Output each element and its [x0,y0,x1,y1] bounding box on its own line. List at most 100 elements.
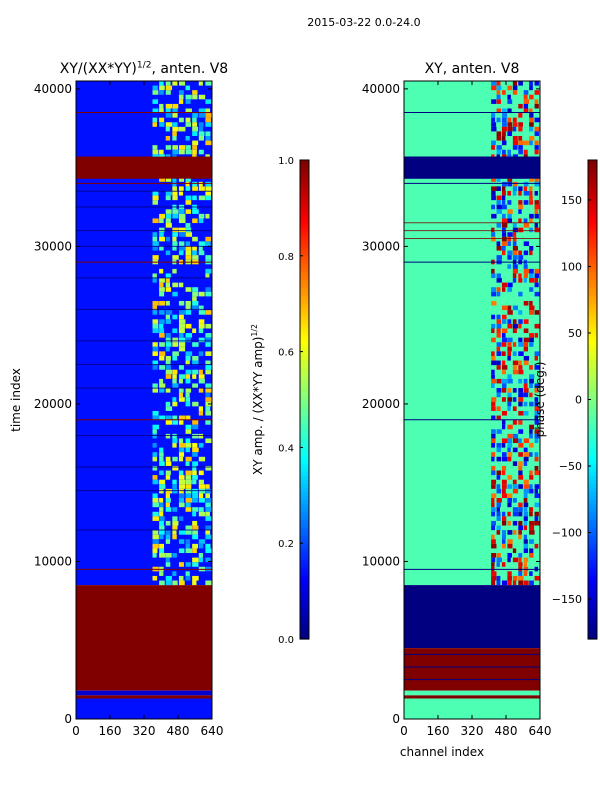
heatmap-cell [496,415,501,421]
heatmap-cell [172,488,178,494]
heatmap-cell [178,470,184,476]
heatmap-cell [165,346,170,352]
heatmap-cell [491,539,496,544]
heatmap-cell [198,433,204,439]
x-tick-label: 0 [72,724,80,738]
y-tick-label: 0 [392,712,400,726]
heatmap-cell [512,447,518,453]
heatmap-cell [172,81,178,86]
heatmap-cell [192,328,197,334]
heatmap-cell [507,241,511,246]
heatmap-cell [491,236,496,242]
heatmap-cell [198,443,204,448]
heatmap-cell [512,186,518,191]
heatmap-cell [185,209,192,214]
heatmap-cell [198,81,203,86]
heatmap-cell [205,410,212,416]
heatmap-cell [512,90,518,95]
heatmap-cell [205,406,211,411]
colorbar-step [588,175,597,181]
heatmap-cell [518,429,524,434]
heatmap-cell [491,328,495,334]
heatmap-cell [491,378,497,384]
heatmap-cell [518,145,523,150]
heatmap-cell [185,479,192,485]
heatmap-cell [192,420,199,425]
colorbar-step [588,547,597,552]
heatmap-cell [198,557,203,563]
heatmap-cell [518,562,523,567]
heatmap-cell [152,117,158,123]
heatmap-cell [159,571,164,576]
heatmap-cell [165,314,171,320]
heatmap-cell [518,227,524,233]
heatmap-cell [205,397,212,402]
heatmap-cell [491,401,496,407]
heatmap-cell [529,401,534,407]
heatmap-cell [192,245,197,251]
heatmap-cell [172,131,177,136]
colorbar-step [588,267,597,273]
colorbar-step [300,219,309,225]
heatmap-cell [534,177,539,182]
heatmap-cell [152,232,158,237]
heatmap-cell [501,488,506,494]
heatmap-cell [518,323,522,329]
heatmap-cell [178,397,185,402]
heatmap-cell [152,433,157,439]
heatmap-cell [198,328,204,334]
colorbar-step [300,415,309,421]
heatmap-cell [159,351,166,356]
heatmap-cell [198,410,204,416]
heatmap-cell [192,236,198,242]
colorbar-step [588,191,597,197]
heatmap-cell [205,534,212,540]
heatmap-cell [165,337,171,343]
heatmap-cell [512,397,517,402]
heatmap-cell [172,516,178,521]
colorbar-step [300,203,309,209]
heatmap-cell [152,328,159,334]
heatmap-cell [491,186,497,191]
colorbar-step [300,527,309,532]
heatmap-cell [523,498,528,503]
heatmap-cell [205,511,210,517]
heatmap-cell [192,342,199,347]
heatmap-cell [172,525,178,531]
heatmap-cell [165,145,172,150]
colorbar-step [588,635,597,640]
heatmap-cell [512,236,517,242]
heatmap-cell [496,241,501,246]
heatmap-cell [496,291,501,297]
heatmap-cell [534,200,539,205]
colorbar-tick-label: −50 [559,460,582,473]
heatmap-cell [165,493,170,499]
colorbar-tick-label: 0.0 [278,635,294,646]
heatmap-cell [159,108,164,114]
heatmap-cell [205,548,212,554]
heatmap-cell [205,342,211,347]
heatmap-cell [205,108,211,114]
heatmap-cell [523,140,529,146]
heatmap-cell [185,337,191,343]
heatmap-cell [507,282,513,288]
heatmap-cell [192,117,197,123]
colorbar-step [300,583,309,588]
heatmap-cell [152,351,158,356]
heatmap-cell [501,90,506,95]
heatmap-cell [512,520,518,526]
colorbar-step [588,619,597,624]
heatmap-cell [172,369,178,375]
heatmap-cell [205,323,212,329]
heatmap-cell [192,470,197,476]
heatmap-cell [496,319,502,324]
heatmap-cell [512,488,519,494]
heatmap-cell [496,475,501,480]
heatmap-cell [159,122,165,127]
heatmap-cell [172,553,177,558]
heatmap-cell [152,516,159,521]
heatmap-cell [152,365,158,370]
heatmap-cell [178,488,184,494]
heatmap-cell [501,328,508,334]
heatmap-cell [192,122,198,127]
